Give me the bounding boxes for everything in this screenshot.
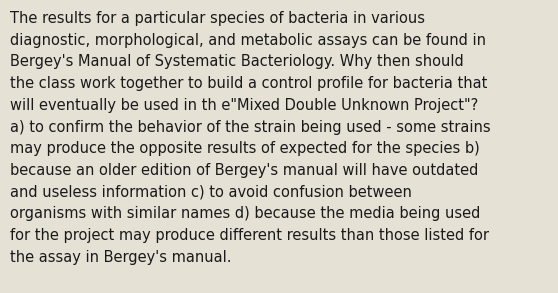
Text: Bergey's Manual of Systematic Bacteriology. Why then should: Bergey's Manual of Systematic Bacteriolo…: [10, 54, 464, 69]
Text: because an older edition of Bergey's manual will have outdated: because an older edition of Bergey's man…: [10, 163, 478, 178]
Text: the class work together to build a control profile for bacteria that: the class work together to build a contr…: [10, 76, 488, 91]
Text: for the project may produce different results than those listed for: for the project may produce different re…: [10, 228, 489, 243]
Text: organisms with similar names d) because the media being used: organisms with similar names d) because …: [10, 206, 480, 221]
Text: the assay in Bergey's manual.: the assay in Bergey's manual.: [10, 250, 232, 265]
Text: may produce the opposite results of expected for the species b): may produce the opposite results of expe…: [10, 141, 480, 156]
Text: The results for a particular species of bacteria in various: The results for a particular species of …: [10, 11, 425, 26]
Text: and useless information c) to avoid confusion between: and useless information c) to avoid conf…: [10, 185, 412, 200]
Text: will eventually be used in th e"Mixed Double Unknown Project"?: will eventually be used in th e"Mixed Do…: [10, 98, 478, 113]
Text: a) to confirm the behavior of the strain being used - some strains: a) to confirm the behavior of the strain…: [10, 120, 490, 134]
Text: diagnostic, morphological, and metabolic assays can be found in: diagnostic, morphological, and metabolic…: [10, 33, 486, 48]
